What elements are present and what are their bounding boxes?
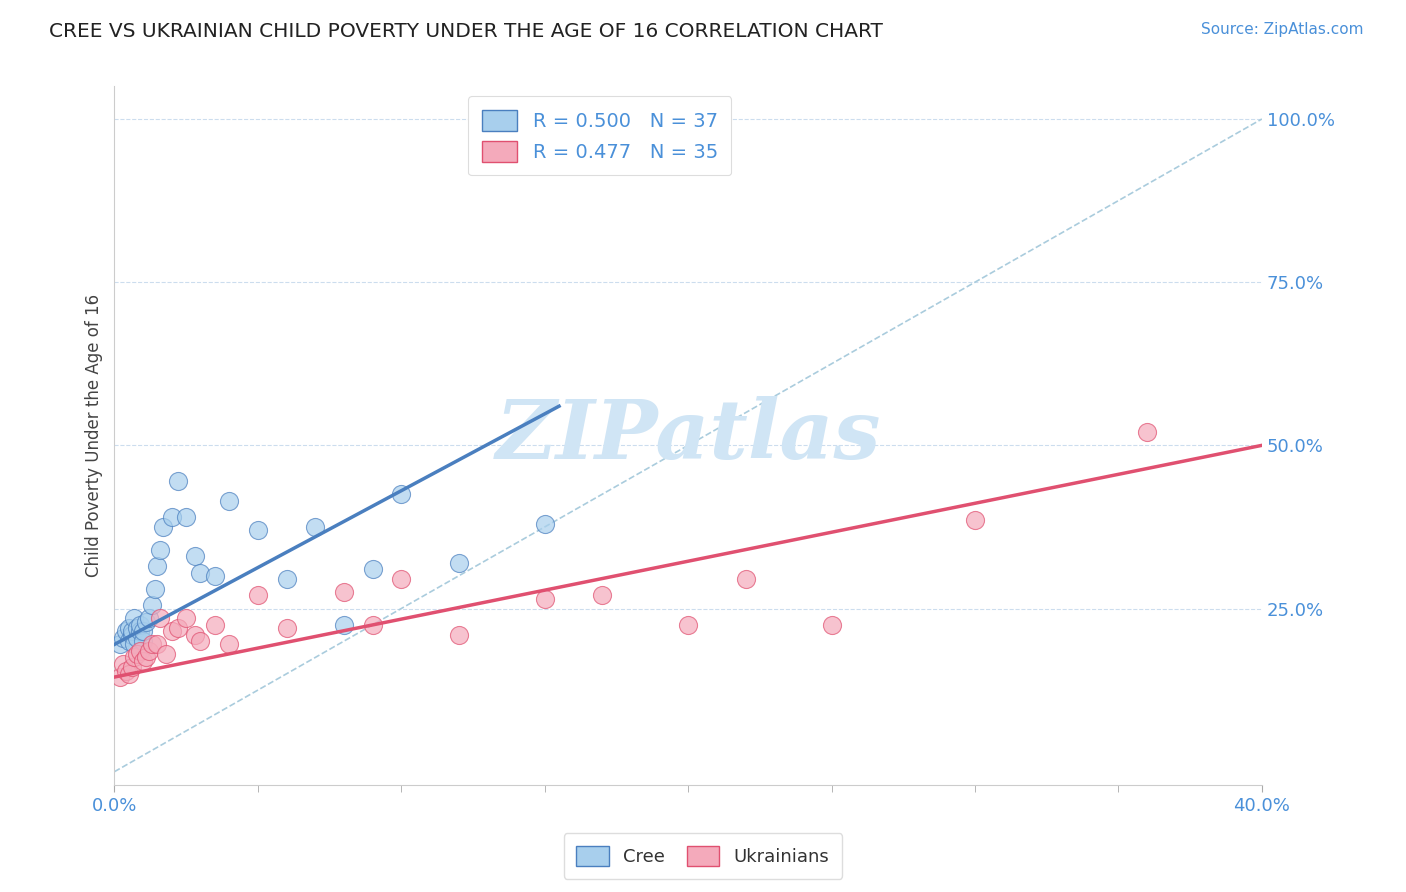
Text: Source: ZipAtlas.com: Source: ZipAtlas.com	[1201, 22, 1364, 37]
Text: CREE VS UKRAINIAN CHILD POVERTY UNDER THE AGE OF 16 CORRELATION CHART: CREE VS UKRAINIAN CHILD POVERTY UNDER TH…	[49, 22, 883, 41]
Y-axis label: Child Poverty Under the Age of 16: Child Poverty Under the Age of 16	[86, 294, 103, 577]
Text: ZIPatlas: ZIPatlas	[495, 395, 882, 475]
Legend: Cree, Ukrainians: Cree, Ukrainians	[564, 833, 842, 879]
Legend: R = 0.500   N = 37, R = 0.477   N = 35: R = 0.500 N = 37, R = 0.477 N = 35	[468, 96, 731, 176]
